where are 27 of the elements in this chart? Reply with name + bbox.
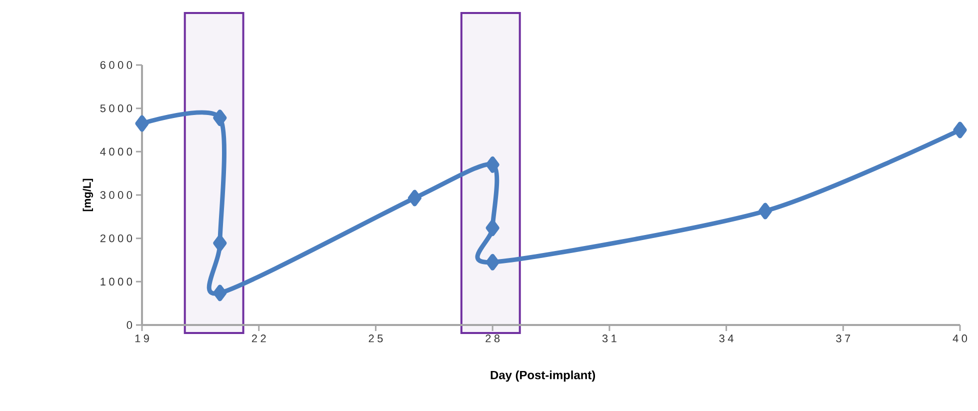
- point: [486, 254, 500, 270]
- x-tick-label: 3 7: [836, 334, 850, 342]
- y-tick-label: 0: [126, 321, 132, 329]
- x-axis-title: Day (Post-implant): [490, 370, 596, 382]
- point: [213, 284, 227, 302]
- point: [213, 234, 227, 252]
- x-tick-label: 3 1: [602, 334, 616, 342]
- x-tick-label: 1 9: [135, 334, 149, 342]
- point: [953, 122, 967, 138]
- x-tick-label: 2 2: [252, 334, 266, 342]
- point: [135, 115, 149, 132]
- y-tick-label: 1 0 0 0: [100, 278, 132, 286]
- y-tick-label: 3 0 0 0: [100, 191, 132, 199]
- x-tick-label: 2 8: [486, 334, 500, 342]
- y-tick-label: 6 0 0 0: [100, 61, 132, 69]
- y-tick-label: 4 0 0 0: [100, 148, 132, 156]
- point: [408, 190, 422, 206]
- point: [758, 202, 772, 220]
- point: [486, 156, 500, 173]
- point: [486, 220, 500, 236]
- point: [213, 110, 227, 126]
- y-tick-label: 5 0 0 0: [100, 104, 132, 112]
- y-axis-title: [mg/L]: [82, 178, 94, 212]
- x-tick-label: 3 4: [719, 334, 734, 342]
- y-tick-label: 2 0 0 0: [100, 234, 132, 242]
- x-tick-label: 2 5: [368, 334, 383, 342]
- x-tick-label: 4 0: [952, 334, 968, 342]
